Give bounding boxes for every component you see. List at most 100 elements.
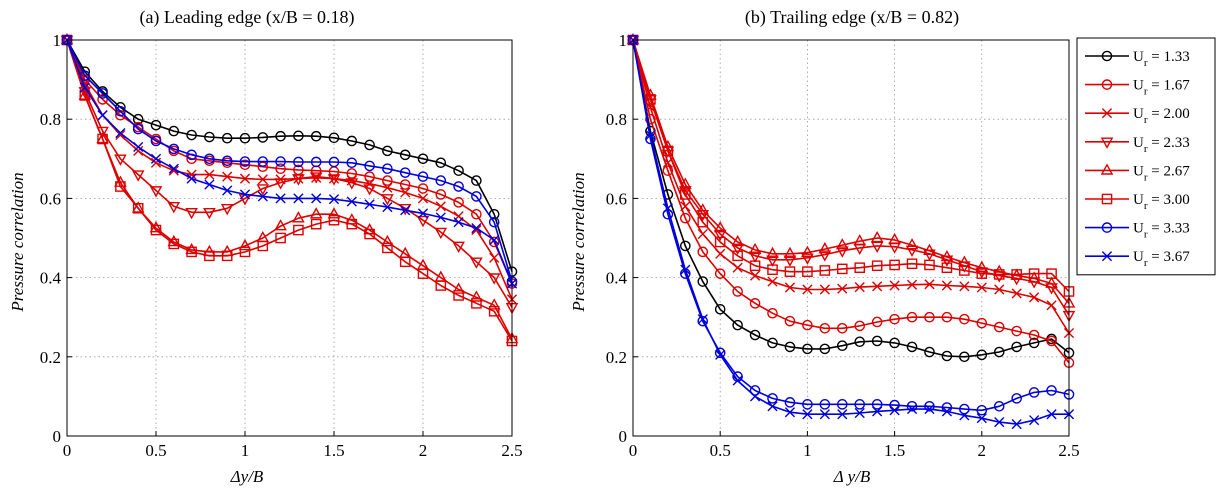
panel-b-series-3-point (715, 248, 726, 259)
panel-a-series-1-point (168, 125, 180, 137)
panel-a-series-4-point (149, 186, 163, 198)
panel-b-series-6-point (889, 259, 900, 271)
panel-a-series-1-point (275, 130, 286, 142)
panel-a-series-8-point (328, 194, 340, 205)
panel-b-ytick-label: 0.4 (606, 269, 628, 288)
panel-a-series-7-point (221, 155, 233, 167)
panel-a-xtick-label: 1 (241, 441, 250, 460)
panel-b-series-3-point (1046, 300, 1057, 311)
panel-b-series-8-point (1011, 419, 1022, 430)
panel-b-series-7-point (1011, 393, 1022, 404)
panel-b-series-8-point (1029, 415, 1040, 426)
panel-a-series-1-point (221, 132, 233, 144)
panel-a-series-7-point (435, 175, 447, 186)
panel-a-series-4-point (381, 194, 394, 206)
panel-b-series-7-point (1046, 385, 1057, 396)
panel-a-series-3-point (204, 169, 215, 180)
panel-b-xlabel: Δ y/B (833, 467, 871, 486)
panel-a-series-3-point (400, 187, 411, 198)
panel-a-series-8-point (489, 234, 500, 246)
panel-b-series-3-point (749, 270, 761, 281)
panel-b-xtick-label: 2.5 (1058, 441, 1079, 460)
panel-b-series-6-point (784, 266, 796, 277)
panel-a-series-6-point (150, 224, 162, 236)
panel-a-series-3-point (489, 252, 500, 263)
legend-label: Ur = 1.33 (1133, 49, 1190, 69)
panel-b-series-5-point (713, 221, 727, 233)
panel-b-series-2-point (854, 320, 866, 332)
panel-a-series-8-point (239, 189, 251, 200)
panel-b-ytick-label: 0.2 (606, 348, 627, 367)
panel-b-series-6-line (632, 39, 1070, 293)
panel-a-series-4-point (434, 227, 448, 240)
panel-a-series-4-point (470, 257, 483, 269)
panel-b-series-8-point (715, 349, 726, 360)
panel-a-series-8-point (222, 185, 233, 196)
panel-b-series-8-point (662, 203, 673, 214)
panel-a-series-7-point (346, 157, 358, 169)
panel-a-series-6-point (257, 240, 269, 252)
panel-a-series-1-point (471, 175, 482, 186)
legend-marker (1101, 222, 1113, 233)
panel-b-series-6-point (714, 236, 726, 248)
panel-b-series-1-point (1011, 341, 1022, 353)
panel-b-series-7-point (749, 385, 761, 396)
panel-b-series-4-point (626, 35, 640, 48)
panel-b-series-4-point (679, 186, 692, 198)
panel-b-series-6-point (680, 189, 691, 200)
panel-a-series-1-point (150, 119, 162, 131)
panel-b-series-4-point (731, 243, 744, 255)
panel-b-series-3-point (837, 283, 848, 294)
legend-entry-4: Ur = 2.33 (1085, 135, 1190, 155)
panel-a-series-4-point (487, 273, 501, 285)
legend-marker (1100, 163, 1114, 175)
panel-b-series-1-point (1028, 337, 1040, 349)
panel-a-series-5-point (78, 88, 92, 100)
panel-b-series-5-point (888, 232, 901, 245)
panel-a-series-8-point (435, 212, 446, 223)
panel-a-series-7-point (257, 156, 269, 167)
panel-a-xtick-label: 0 (63, 441, 72, 460)
panel-b-series-7-point (767, 393, 778, 404)
panel-a-series-5-point (327, 207, 341, 219)
panel-a-series-2-point (346, 168, 358, 179)
panel-a-series-6-point (488, 305, 500, 317)
panel-b-series-4-point (905, 245, 919, 257)
panel-a-series-8-point (471, 223, 482, 234)
panel-a-series-6-point (132, 202, 144, 214)
panel-b-xtick-label: 2 (978, 441, 987, 460)
panel-a-series-8-point (346, 196, 357, 207)
panel-b-series-8-point (976, 413, 987, 424)
panel-b-series-5-point (818, 242, 832, 254)
panel-b-series-5-point (696, 203, 710, 215)
panel-a-series-7-point (328, 156, 340, 168)
panel-a-series-5-point (274, 219, 287, 231)
panel-a-series-1-point (257, 132, 269, 143)
panel-b-series-5-point (923, 243, 936, 255)
panel-b-series-8-point (1046, 409, 1057, 420)
panel-a-series-6-point (471, 298, 482, 309)
panel-b-series-6-point (924, 259, 935, 271)
legend-entry-3: Ur = 2.00 (1085, 106, 1190, 126)
panel-b-series-8-point (994, 417, 1005, 428)
panel-b-series-5-point (1045, 276, 1058, 288)
panel-a-series-7-point (97, 88, 108, 99)
legend-label: Ur = 1.67 (1133, 78, 1190, 98)
panel-b-series-1-point (836, 340, 848, 352)
panel-a-series-7-point (417, 171, 429, 182)
legend-entry-6: Ur = 3.00 (1085, 192, 1190, 212)
legend-entry-7: Ur = 3.33 (1085, 221, 1190, 241)
panel-b-series-3-point (906, 279, 918, 290)
panel-a-series-8-point (133, 141, 144, 153)
legend-label: Ur = 3.00 (1133, 192, 1190, 212)
panel-a-series-4-point (114, 154, 127, 166)
panel-b-series-5-point (853, 234, 867, 246)
panel-b-series-8-point (941, 406, 953, 417)
panel-a-series-1-line (66, 39, 513, 272)
panel-b-series-7-point (871, 399, 883, 410)
panel-a-series-7-point (239, 156, 251, 167)
panel-a-series-1-point (346, 135, 358, 147)
panel-b-series-7-point (784, 397, 796, 408)
panel-b-series-2-point (924, 311, 935, 323)
legend-marker (1101, 251, 1113, 262)
